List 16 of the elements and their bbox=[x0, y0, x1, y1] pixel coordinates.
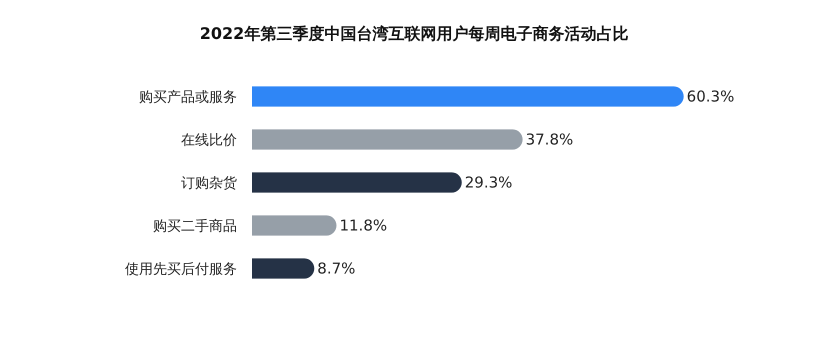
data-label: 29.3% bbox=[464, 174, 512, 192]
y-tick-label: 使用先买后付服务 bbox=[125, 261, 237, 278]
y-tick-label: 订购杂货 bbox=[181, 175, 237, 192]
data-label: 8.7% bbox=[317, 260, 356, 278]
data-label: 37.8% bbox=[526, 130, 574, 148]
y-tick-label: 购买产品或服务 bbox=[139, 89, 237, 106]
chart-title: 2022年第三季度中国台湾互联网用户每周电子商务活动占比 bbox=[200, 24, 628, 44]
y-tick-label: 在线比价 bbox=[181, 132, 237, 148]
bar bbox=[252, 129, 523, 150]
bar bbox=[252, 86, 684, 107]
data-label: 11.8% bbox=[339, 216, 388, 235]
y-tick-label: 购买二手商品 bbox=[153, 218, 237, 234]
bar bbox=[252, 215, 336, 236]
data-label: 60.3% bbox=[686, 88, 734, 106]
bar bbox=[252, 258, 314, 279]
bar bbox=[252, 172, 462, 193]
